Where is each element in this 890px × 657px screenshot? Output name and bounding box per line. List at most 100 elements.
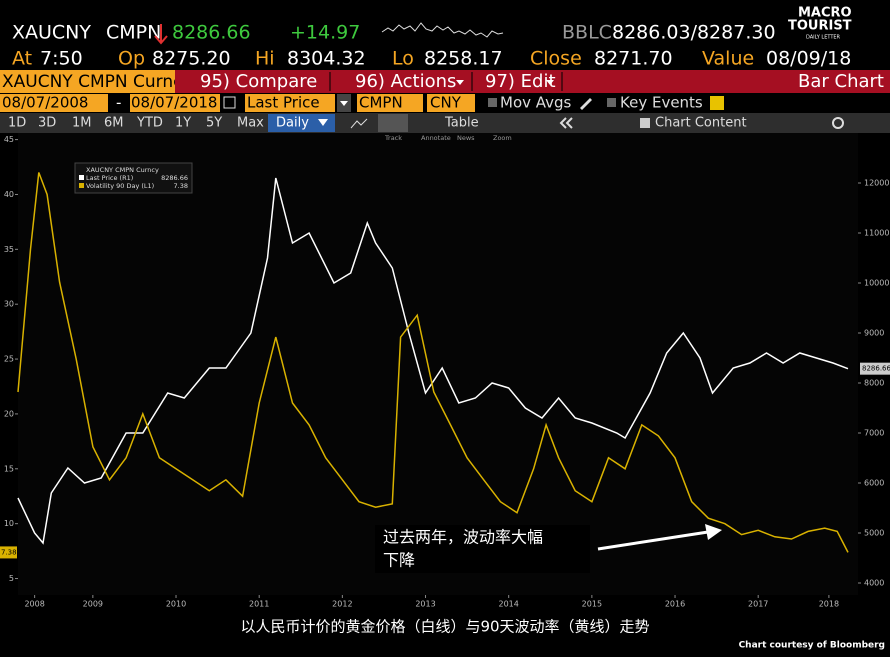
y2-tick-label: 4000 (864, 579, 884, 588)
dropdown-icon (456, 80, 464, 85)
line-icon[interactable] (350, 118, 368, 129)
quote-row: At 7:50 Op 8275.20 Hi 8304.32 Lo 8258.17 Close 82… (12, 48, 851, 70)
logo: TOURIST (788, 19, 852, 34)
chart-tool[interactable]: Annotate (421, 134, 451, 142)
x-tick-label: 2017 (748, 600, 768, 609)
y-tick-label: 10 (4, 519, 14, 528)
period-button[interactable]: 5Y (206, 116, 222, 131)
end-label-box (0, 546, 17, 559)
quote-label: Close (530, 48, 582, 70)
series-line (17, 172, 849, 553)
info-icon[interactable] (710, 96, 724, 110)
x-tick-label: 2014 (499, 600, 519, 609)
chart-type[interactable]: Bar Chart (798, 71, 884, 92)
quote-value: 08/09/18 (766, 48, 851, 70)
y2-tick-label: 7000 (864, 429, 884, 438)
period-button[interactable]: 1D (8, 116, 26, 131)
logo: DAILY LETTER (806, 35, 841, 41)
y2-tick-label: 10000 (864, 279, 889, 288)
legend-title: XAUCNY CMPN Curncy (86, 166, 159, 174)
y2-tick-label: 8000 (864, 379, 884, 388)
legend (74, 162, 193, 194)
chart-content[interactable]: Chart Content (655, 116, 747, 131)
annotation: 过去两年，波动率大幅 (383, 528, 543, 547)
x-tick-label: 2011 (249, 600, 269, 609)
period-button[interactable]: Max (237, 116, 264, 131)
y-tick-label: 40 (4, 190, 14, 199)
y-tick-label: 45 (4, 135, 14, 144)
dropdown-icon (318, 119, 328, 126)
pencil-icon[interactable] (580, 98, 592, 110)
menu-bar (175, 70, 890, 93)
actions-button[interactable]: 96) Actions (355, 71, 456, 92)
chart-tool[interactable]: News (457, 134, 475, 142)
legend-label: Last Price (R1) (86, 174, 133, 182)
sparkline (381, 22, 504, 38)
input-box[interactable] (130, 94, 220, 112)
period-bar (0, 113, 890, 133)
y-tick-label: 35 (4, 245, 14, 254)
legend-label: Volatility 90 Day (L1) (86, 182, 154, 190)
y-tick-label: 30 (4, 300, 14, 309)
arrow-head (705, 524, 722, 540)
x-tick-label: 2015 (582, 600, 602, 609)
quote-label: Op (118, 48, 145, 70)
security: XAUCNY CMPN Curnc (2, 72, 182, 92)
logo: MACRO (798, 6, 852, 21)
quote-value: 8271.70 (594, 48, 673, 70)
end-label: 7.38 (1, 548, 17, 556)
y2-tick-label: 12000 (864, 179, 889, 188)
content-icon (640, 118, 650, 128)
collapse-icon[interactable] (559, 117, 573, 129)
legend-swatch (79, 183, 84, 188)
quote-label: Value (702, 48, 754, 70)
y2-tick-label: 11000 (864, 229, 889, 238)
chart-tool[interactable]: Zoom (493, 134, 512, 142)
checkbox[interactable] (607, 98, 616, 107)
y-tick-label: 25 (4, 355, 14, 364)
source: CMPN (106, 22, 161, 44)
period-button[interactable]: 1Y (175, 116, 191, 131)
legend-value: 8286.66 (161, 174, 188, 182)
x-tick-label: 2008 (24, 600, 44, 609)
table-button[interactable]: Table (444, 116, 479, 131)
quote-label: Hi (255, 48, 275, 70)
input-box[interactable] (427, 94, 475, 112)
period-button[interactable]: 3D (38, 116, 56, 131)
y2-tick-label: 9000 (864, 329, 884, 338)
period-button[interactable]: 1M (72, 116, 92, 131)
x-tick-label: 2013 (415, 600, 435, 609)
edit-button[interactable]: 97) Edit (485, 71, 556, 92)
tool-icon[interactable] (378, 114, 408, 132)
annotation-arrow (597, 530, 709, 551)
end-date: 08/07/2018 (131, 94, 217, 112)
frequency-box[interactable] (268, 114, 335, 132)
field: Last Price (247, 94, 320, 112)
ticker: XAUCNY (12, 22, 91, 44)
input-box[interactable] (0, 94, 108, 112)
gear-icon[interactable] (832, 117, 844, 129)
mov-avgs: Mov Avgs (500, 94, 572, 112)
compare-button[interactable]: 95) Compare (200, 71, 317, 92)
credit: Chart courtesy of Bloomberg (739, 641, 885, 651)
quote-value: 8304.32 (287, 48, 366, 70)
x-tick-label: 2012 (332, 600, 352, 609)
legend-swatch (79, 175, 84, 180)
quote-label: Lo (392, 48, 414, 70)
period-button[interactable]: YTD (136, 116, 163, 131)
quote-value: 8275.20 (152, 48, 231, 70)
bblc-label: BBLC (562, 22, 612, 44)
calendar-icon[interactable] (223, 96, 236, 109)
period-button[interactable]: 6M (104, 116, 124, 131)
down-arrow (154, 24, 168, 45)
x-tick-label: 2010 (166, 600, 186, 609)
y-tick-label: 20 (4, 409, 14, 418)
input-box[interactable] (357, 94, 423, 112)
checkbox[interactable] (488, 98, 497, 107)
input-box[interactable] (245, 94, 335, 112)
plot (17, 172, 849, 553)
chart-tool[interactable]: Track (384, 134, 402, 142)
x-tick-label: 2009 (83, 600, 103, 609)
pricing-source: CMPN (359, 94, 403, 112)
y-tick-label: 15 (4, 464, 14, 473)
